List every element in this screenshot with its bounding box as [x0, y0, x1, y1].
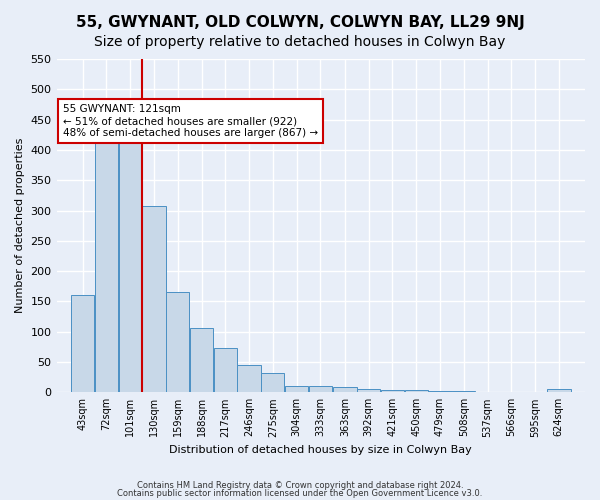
- Bar: [214, 348, 237, 393]
- Text: Contains public sector information licensed under the Open Government Licence v3: Contains public sector information licen…: [118, 488, 482, 498]
- Bar: [166, 292, 190, 392]
- Bar: [547, 390, 571, 392]
- Bar: [119, 128, 142, 392]
- Bar: [404, 390, 428, 392]
- Text: Contains HM Land Registry data © Crown copyright and database right 2024.: Contains HM Land Registry data © Crown c…: [137, 481, 463, 490]
- Bar: [334, 388, 356, 392]
- Bar: [381, 390, 404, 392]
- X-axis label: Distribution of detached houses by size in Colwyn Bay: Distribution of detached houses by size …: [169, 445, 472, 455]
- Bar: [261, 373, 284, 392]
- Bar: [428, 391, 452, 392]
- Bar: [357, 390, 380, 392]
- Text: 55, GWYNANT, OLD COLWYN, COLWYN BAY, LL29 9NJ: 55, GWYNANT, OLD COLWYN, COLWYN BAY, LL2…: [76, 15, 524, 30]
- Bar: [285, 386, 308, 392]
- Bar: [142, 206, 166, 392]
- Bar: [452, 391, 475, 392]
- Bar: [238, 365, 261, 392]
- Bar: [71, 296, 94, 392]
- Y-axis label: Number of detached properties: Number of detached properties: [15, 138, 25, 314]
- Text: 55 GWYNANT: 121sqm
← 51% of detached houses are smaller (922)
48% of semi-detach: 55 GWYNANT: 121sqm ← 51% of detached hou…: [63, 104, 318, 138]
- Bar: [309, 386, 332, 392]
- Bar: [95, 120, 118, 392]
- Bar: [190, 328, 213, 392]
- Text: Size of property relative to detached houses in Colwyn Bay: Size of property relative to detached ho…: [94, 35, 506, 49]
